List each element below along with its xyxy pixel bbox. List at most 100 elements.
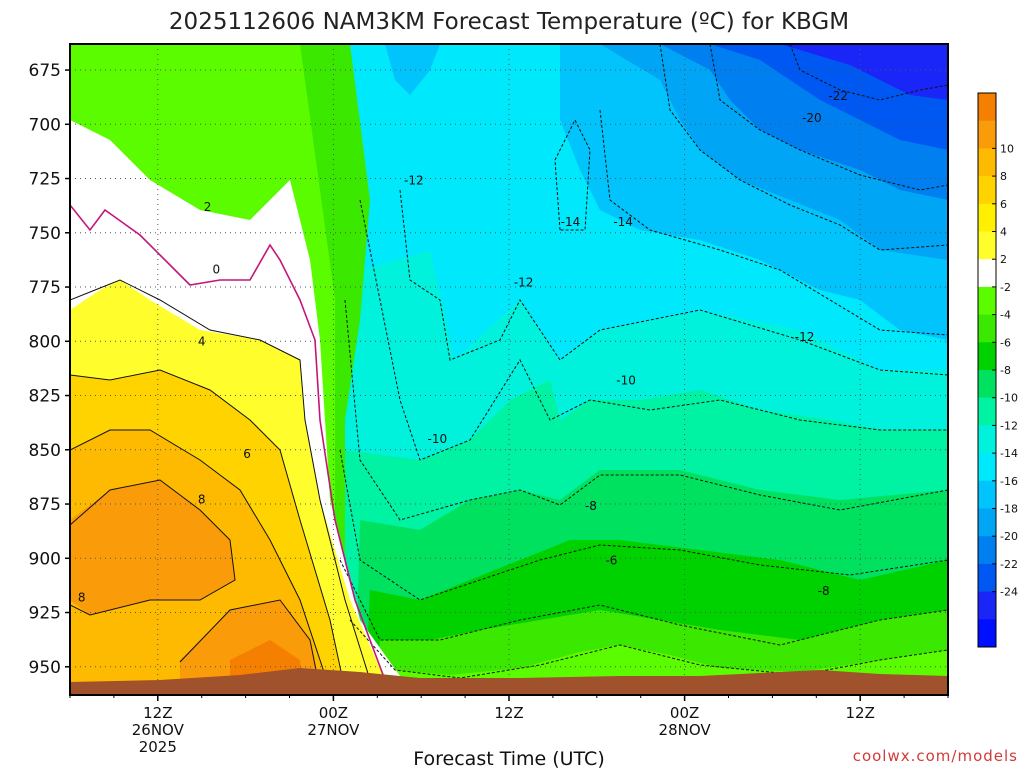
y-tick-label: 775 [29, 278, 61, 298]
colorbar-swatch [978, 148, 996, 177]
chart-title: 2025112606 NAM3KM Forecast Temperature (… [169, 9, 849, 35]
colorbar-label: -18 [1000, 503, 1018, 516]
contour-minus2 [349, 619, 948, 679]
colorbar-label: 4 [1000, 226, 1007, 239]
colorbar-swatch [978, 480, 996, 509]
y-tick-label: 925 [29, 604, 61, 624]
y-tick-label: 875 [29, 495, 61, 515]
contour-label: -14 [613, 215, 633, 229]
x-tick-label: 12Z [143, 704, 172, 722]
colorbar-swatch [978, 619, 996, 648]
colorbar: 10 8 6 4 2 -2 -4 -6 -8 -10 -12 -14 -16 -18 -20 -22 -24 [977, 92, 1018, 648]
colorbar-swatch [978, 591, 996, 620]
temperature-fill [70, 44, 948, 695]
colorbar-label: 8 [1000, 170, 1007, 183]
terrain [70, 668, 948, 695]
contour-minus10 [359, 199, 948, 461]
colorbar-swatch [978, 536, 996, 565]
contour-label: -8 [585, 499, 597, 513]
contour-label: -22 [828, 89, 848, 103]
colorbar-label: 6 [1000, 198, 1007, 211]
contour-label: -8 [818, 584, 830, 598]
x-tick-label: 26NOV [132, 721, 185, 739]
y-tick-label: 750 [29, 224, 61, 244]
x-tick-label: 12Z [846, 704, 875, 722]
colorbar-swatch [978, 453, 996, 482]
contour-6 [70, 429, 331, 691]
colorbar-label: -22 [1000, 558, 1018, 571]
contour-minus14-blob [554, 118, 591, 231]
colorbar-swatch [978, 425, 996, 454]
contour-minus4 [339, 559, 948, 646]
colorbar-label: -6 [1000, 336, 1011, 349]
contour-label: 2 [204, 200, 212, 214]
contour-labels: -22 -20 -12 -14 -14 2 0 -12 -12 4 -10 -10 6 8 -8 -6 -8 8 [78, 89, 848, 604]
colorbar-swatch [978, 370, 996, 399]
contour-label: -12 [404, 174, 424, 188]
contour-label: 8 [198, 493, 206, 507]
colorbar-label: -12 [1000, 419, 1018, 432]
contour-lines [70, 44, 948, 691]
x-tick-label: 12Z [494, 704, 523, 722]
contour-label: -12 [514, 276, 534, 290]
y-tick-label: 825 [29, 387, 61, 407]
fill-orange [70, 480, 235, 615]
contour-label: -14 [561, 215, 581, 229]
fill-cold-pool-24 [780, 44, 948, 100]
colorbar-label: -24 [1000, 586, 1018, 599]
colorbar-swatch [978, 93, 996, 122]
contour-label: 8 [78, 590, 86, 604]
contour-minus20 [709, 44, 948, 191]
y-tick-label: 675 [29, 61, 61, 81]
contour-zero [70, 204, 386, 681]
y-tick-label: 725 [29, 170, 61, 190]
colorbar-label: 10 [1000, 142, 1014, 155]
contour-label: 4 [198, 334, 206, 348]
contour-minus12 [399, 189, 948, 376]
fill-green-dark [300, 44, 370, 695]
contour-label: 0 [213, 263, 221, 277]
contour-minus6 [339, 449, 948, 601]
colorbar-label: -14 [1000, 447, 1018, 460]
y-tick-label: 900 [29, 549, 61, 569]
colorbar-swatch [978, 342, 996, 371]
colorbar-swatch [978, 120, 996, 149]
x-tick-label: 2025 [139, 738, 177, 756]
colorbar-swatch [978, 286, 996, 316]
contour-8 [70, 479, 236, 616]
contour-minus18 [659, 44, 948, 251]
colorbar-label: -8 [1000, 364, 1011, 377]
y-axis: 675 700 725 750 775 800 825 850 875 900 925 950 [29, 61, 70, 678]
y-tick-label: 700 [29, 115, 61, 135]
contour-label: -20 [802, 111, 822, 125]
credit-text: coolwx.com/models [853, 747, 1018, 765]
colorbar-swatch [978, 259, 996, 288]
y-tick-label: 850 [29, 441, 61, 461]
x-tick-label: 00Z [670, 704, 699, 722]
contour-label: -10 [616, 373, 636, 387]
fill-blob-16 [385, 44, 440, 95]
x-tick-label: 28NOV [659, 721, 712, 739]
contour-label: -12 [795, 330, 815, 344]
colorbar-swatch [978, 314, 996, 343]
contour-label: 6 [243, 447, 251, 461]
colorbar-label: 2 [1000, 253, 1007, 266]
colorbar-swatch [978, 231, 996, 260]
contour-2 [70, 279, 371, 681]
colorbar-swatch [978, 508, 996, 537]
y-tick-label: 950 [29, 658, 61, 678]
grid [70, 44, 948, 695]
colorbar-label: -20 [1000, 530, 1018, 543]
contour-8-base [179, 599, 321, 691]
colorbar-label: -16 [1000, 475, 1018, 488]
colorbar-swatch [978, 563, 996, 593]
colorbar-swatch [978, 176, 996, 205]
y-tick-label: 800 [29, 332, 61, 352]
colorbar-swatch [978, 397, 996, 426]
colorbar-label: -10 [1000, 392, 1018, 405]
x-tick-label: 00Z [319, 704, 348, 722]
colorbar-swatch [978, 203, 996, 232]
colorbar-label: -4 [1000, 309, 1011, 322]
